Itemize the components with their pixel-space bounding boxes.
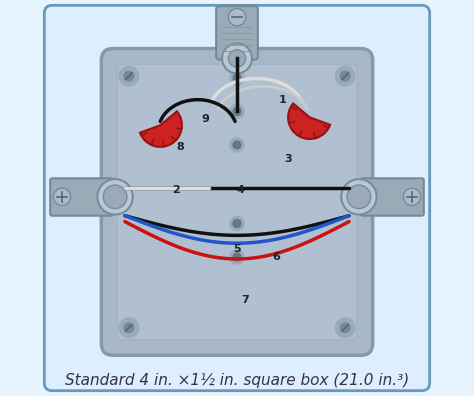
Circle shape [230, 217, 244, 230]
Circle shape [335, 66, 355, 86]
Circle shape [233, 220, 241, 227]
FancyBboxPatch shape [361, 178, 424, 216]
Circle shape [230, 105, 244, 118]
Text: Standard 4 in. ×1½ in. square box (21.0 in.³): Standard 4 in. ×1½ in. square box (21.0 … [65, 373, 409, 388]
Circle shape [340, 71, 350, 81]
Circle shape [341, 179, 377, 215]
Text: 8: 8 [176, 142, 184, 152]
Text: 1: 1 [278, 95, 286, 105]
FancyBboxPatch shape [101, 49, 373, 355]
Text: 7: 7 [241, 295, 249, 305]
Circle shape [403, 188, 420, 206]
Text: 4: 4 [237, 185, 245, 195]
Circle shape [97, 179, 133, 215]
Wedge shape [288, 103, 330, 139]
Circle shape [54, 188, 71, 206]
Text: 9: 9 [201, 114, 210, 124]
Circle shape [233, 108, 241, 115]
Circle shape [335, 318, 355, 338]
Text: 3: 3 [284, 154, 292, 164]
FancyBboxPatch shape [216, 6, 258, 59]
Text: 6: 6 [273, 252, 280, 262]
Circle shape [124, 71, 134, 81]
Circle shape [230, 250, 244, 264]
Circle shape [103, 185, 127, 209]
FancyBboxPatch shape [45, 5, 429, 391]
Circle shape [233, 74, 241, 82]
Circle shape [228, 8, 246, 26]
Text: 5: 5 [233, 244, 241, 254]
Circle shape [124, 323, 134, 333]
Circle shape [340, 323, 350, 333]
Circle shape [347, 185, 371, 209]
Circle shape [119, 66, 139, 86]
Circle shape [228, 50, 246, 67]
FancyBboxPatch shape [117, 64, 357, 339]
Text: 2: 2 [172, 185, 180, 195]
Circle shape [230, 138, 244, 152]
Circle shape [233, 253, 241, 261]
FancyBboxPatch shape [50, 178, 113, 216]
Circle shape [230, 71, 244, 85]
Wedge shape [140, 111, 182, 147]
Circle shape [222, 44, 252, 73]
Circle shape [233, 141, 241, 149]
Circle shape [119, 318, 139, 338]
